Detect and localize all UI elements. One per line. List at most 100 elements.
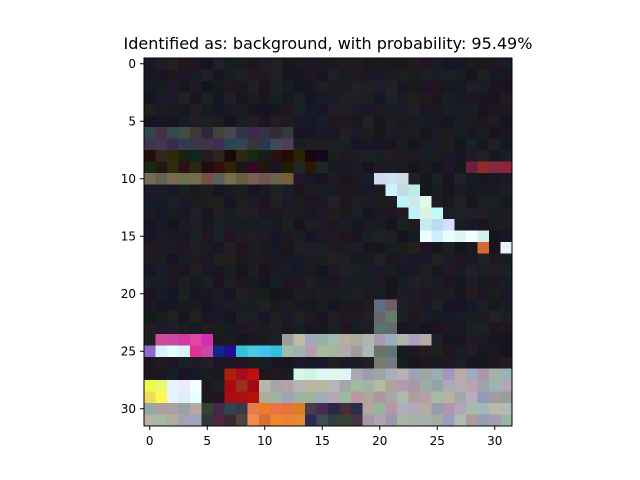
pixel-18-22	[397, 265, 409, 277]
pixel-18-6	[213, 265, 225, 277]
pixel-26-1	[155, 357, 168, 369]
pixel-30-1	[155, 403, 168, 415]
pixel-23-9	[247, 322, 260, 335]
pixel-11-12	[282, 184, 294, 197]
pixel-2-22	[397, 81, 409, 93]
pixel-21-12	[282, 299, 294, 312]
pixel-21-26	[443, 299, 455, 312]
pixel-3-29	[477, 92, 490, 105]
pixel-10-0	[144, 173, 156, 185]
pixel-24-13	[293, 334, 306, 346]
pixel-25-19	[362, 345, 375, 358]
pixel-7-21	[385, 138, 398, 151]
pixel-20-6	[213, 288, 225, 300]
x-tick-label: 25	[430, 434, 445, 448]
pixel-29-28	[466, 391, 478, 404]
pixel-29-19	[362, 391, 375, 404]
pixel-22-9	[247, 311, 260, 323]
pixel-17-2	[167, 253, 179, 266]
pixel-26-20	[374, 357, 386, 369]
pixel-15-20	[374, 230, 386, 243]
pixel-11-5	[201, 184, 214, 197]
pixel-15-5	[201, 230, 214, 243]
pixel-24-31	[500, 334, 513, 346]
pixel-29-4	[190, 391, 202, 404]
pixel-15-21	[385, 230, 398, 243]
pixel-28-23	[408, 380, 421, 392]
pixel-16-20	[374, 242, 386, 254]
pixel-8-30	[489, 150, 501, 162]
pixel-15-24	[420, 230, 432, 243]
pixel-26-11	[270, 357, 283, 369]
pixel-9-9	[247, 161, 260, 174]
pixel-7-5	[201, 138, 214, 151]
x-tick-label: 5	[203, 434, 211, 448]
pixel-20-11	[270, 288, 283, 300]
pixel-9-4	[190, 161, 202, 174]
pixel-11-26	[443, 184, 455, 197]
pixel-4-0	[144, 104, 156, 116]
pixel-4-29	[477, 104, 490, 116]
pixel-5-24	[420, 115, 432, 128]
pixel-5-20	[374, 115, 386, 128]
pixel-17-12	[282, 253, 294, 266]
pixel-9-3	[178, 161, 191, 174]
pixel-7-28	[466, 138, 478, 151]
pixel-17-9	[247, 253, 260, 266]
pixel-30-20	[374, 403, 386, 415]
pixel-12-25	[431, 196, 444, 208]
pixel-26-28	[466, 357, 478, 369]
pixel-17-31	[500, 253, 513, 266]
pixel-12-0	[144, 196, 156, 208]
pixel-5-0	[144, 115, 156, 128]
y-tick-label: 20	[121, 287, 136, 301]
pixel-0-20	[374, 58, 386, 70]
pixel-15-6	[213, 230, 225, 243]
pixel-9-30	[489, 161, 501, 174]
pixel-15-31	[500, 230, 513, 243]
pixel-24-19	[362, 334, 375, 346]
pixel-11-23	[408, 184, 421, 197]
pixel-22-22	[397, 311, 409, 323]
pixel-2-3	[178, 81, 191, 93]
pixel-28-11	[270, 380, 283, 392]
pixel-20-20	[374, 288, 386, 300]
pixel-17-6	[213, 253, 225, 266]
pixel-28-2	[167, 380, 179, 392]
pixel-10-12	[282, 173, 294, 185]
pixel-23-19	[362, 322, 375, 335]
pixel-12-29	[477, 196, 490, 208]
pixel-15-1	[155, 230, 168, 243]
pixel-25-22	[397, 345, 409, 358]
pixel-0-25	[431, 58, 444, 70]
pixel-5-12	[282, 115, 294, 128]
pixel-1-8	[236, 69, 248, 82]
pixel-20-2	[167, 288, 179, 300]
pixel-3-1	[155, 92, 168, 105]
pixel-29-17	[339, 391, 352, 404]
pixel-17-0	[144, 253, 156, 266]
pixel-7-24	[420, 138, 432, 151]
pixel-26-26	[443, 357, 455, 369]
pixel-26-24	[420, 357, 432, 369]
x-tick-label: 15	[315, 434, 330, 448]
pixel-8-5	[201, 150, 214, 162]
pixel-0-21	[385, 58, 398, 70]
pixel-25-23	[408, 345, 421, 358]
pixel-10-13	[293, 173, 306, 185]
pixel-8-13	[293, 150, 306, 162]
pixel-1-24	[420, 69, 432, 82]
pixel-4-9	[247, 104, 260, 116]
pixel-31-28	[466, 414, 478, 427]
y-tick-label: 0	[128, 57, 136, 71]
pixel-21-9	[247, 299, 260, 312]
x-tick-label: 10	[257, 434, 272, 448]
pixel-20-15	[316, 288, 329, 300]
pixel-16-3	[178, 242, 191, 254]
pixel-30-23	[408, 403, 421, 415]
pixel-4-21	[385, 104, 398, 116]
pixel-15-0	[144, 230, 156, 243]
pixel-18-8	[236, 265, 248, 277]
pixel-5-13	[293, 115, 306, 128]
pixel-3-2	[167, 92, 179, 105]
